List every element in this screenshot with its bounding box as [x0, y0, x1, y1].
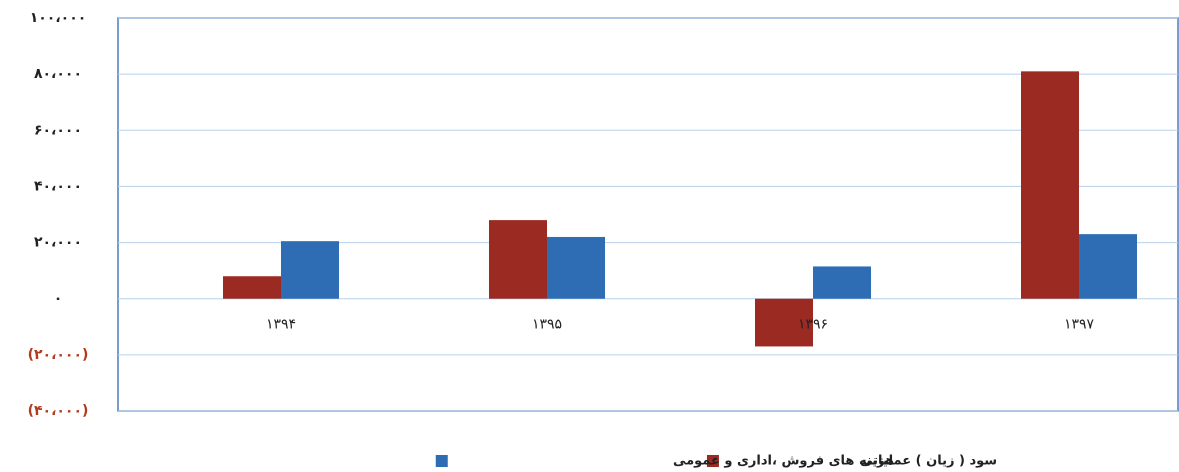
bar	[547, 236, 605, 299]
legend-swatch	[435, 455, 448, 467]
y-tick-label: ۱۰۰،۰۰۰	[30, 10, 87, 26]
legend-label: هزینه های فروش ،اداری و عمومی	[673, 454, 894, 469]
bar	[1021, 71, 1079, 299]
x-tick-label: ۱۳۹۴	[266, 317, 296, 333]
y-tick-label: ۰	[54, 291, 63, 307]
y-tick-label: ۴۰،۰۰۰	[34, 178, 82, 194]
bar	[223, 276, 281, 299]
plot-frame	[117, 17, 1179, 412]
y-tick-label: (۴۰،۰۰۰)	[28, 403, 89, 419]
bar	[813, 266, 871, 299]
x-tick-label: ۱۳۹۷	[1064, 317, 1095, 333]
y-tick-label: ۸۰،۰۰۰	[34, 66, 82, 82]
bar	[1079, 234, 1137, 299]
bar	[489, 220, 547, 299]
x-tick-label: ۱۳۹۵	[532, 317, 562, 333]
x-tick-label: ۱۳۹۶	[798, 317, 828, 333]
y-tick-label: ۲۰،۰۰۰	[34, 235, 82, 251]
y-tick-label: ۶۰،۰۰۰	[34, 122, 82, 138]
legend-swatch	[706, 455, 719, 467]
bar	[755, 298, 813, 347]
bar	[281, 241, 339, 299]
y-tick-label: (۲۰،۰۰۰)	[28, 347, 89, 363]
legend-label: سود ( زیان ) عملیاتی	[860, 454, 997, 469]
